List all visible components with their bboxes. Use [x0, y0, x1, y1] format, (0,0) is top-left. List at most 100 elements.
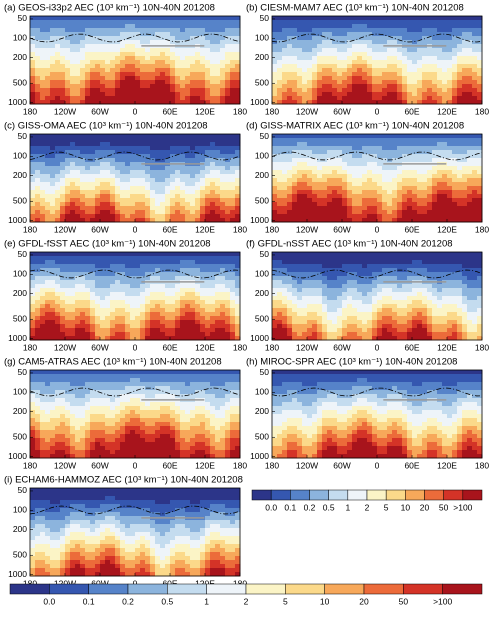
field-cell — [45, 84, 51, 89]
field-cell — [442, 32, 448, 37]
field-cell — [382, 28, 388, 33]
field-cell — [402, 72, 408, 77]
field-cell — [372, 134, 378, 139]
field-cell — [432, 52, 438, 57]
field-cell — [45, 288, 51, 293]
field-cell — [130, 28, 136, 33]
field-cell — [160, 256, 166, 261]
field-cell — [352, 134, 358, 139]
field-cell — [35, 166, 41, 171]
field-cell — [170, 300, 176, 305]
field-cell — [80, 48, 86, 53]
field-cell — [115, 52, 121, 57]
field-cell — [105, 64, 111, 69]
field-cell — [412, 72, 418, 77]
field-cell — [377, 162, 383, 167]
field-cell — [307, 300, 313, 305]
field-cell — [362, 202, 368, 207]
field-cell — [215, 214, 221, 219]
field-cell — [150, 320, 156, 325]
field-cell — [397, 92, 403, 97]
field-cell — [105, 24, 111, 29]
field-cell — [225, 210, 231, 215]
x-tick-label: 60E — [162, 106, 177, 116]
field-cell — [165, 16, 171, 21]
field-cell — [407, 76, 413, 81]
field-cell — [30, 16, 36, 21]
field-cell — [322, 218, 328, 223]
field-cell — [65, 40, 71, 45]
field-cell — [337, 158, 343, 163]
field-cell — [220, 252, 226, 257]
field-cell — [467, 40, 473, 45]
field-cell — [155, 276, 161, 281]
field-cell — [30, 32, 36, 37]
field-cell — [100, 88, 106, 93]
field-cell — [185, 272, 191, 277]
field-cell — [65, 28, 71, 33]
field-cell — [135, 36, 141, 41]
field-cell — [230, 40, 236, 45]
field-cell — [342, 68, 348, 73]
field-cell — [442, 36, 448, 41]
field-cell — [90, 280, 96, 285]
field-cell — [382, 218, 388, 223]
field-cell — [135, 150, 141, 155]
field-cell — [95, 48, 101, 53]
field-cell — [230, 272, 236, 277]
field-cell — [357, 72, 363, 77]
field-cell — [432, 186, 438, 191]
field-cell — [382, 24, 388, 29]
field-cell — [377, 174, 383, 179]
field-cell — [105, 88, 111, 93]
field-cell — [352, 96, 358, 101]
field-cell — [155, 60, 161, 65]
field-cell — [317, 284, 323, 289]
field-cell — [55, 174, 61, 179]
field-cell — [225, 68, 231, 73]
field-cell — [312, 252, 318, 257]
field-cell — [412, 92, 418, 97]
field-cell — [215, 158, 221, 163]
field-cell — [185, 198, 191, 203]
field-cell — [210, 190, 216, 195]
field-cell — [352, 146, 358, 151]
field-cell — [447, 72, 453, 77]
field-cell — [292, 268, 298, 273]
field-cell — [220, 134, 226, 139]
field-cell — [210, 316, 216, 321]
field-cell — [417, 214, 423, 219]
field-cell — [100, 304, 106, 309]
field-cell — [185, 186, 191, 191]
field-cell — [432, 68, 438, 73]
field-cell — [337, 170, 343, 175]
field-cell — [80, 296, 86, 301]
field-cell — [210, 40, 216, 45]
field-cell — [55, 48, 61, 53]
field-cell — [75, 92, 81, 97]
field-cell — [377, 194, 383, 199]
field-cell — [90, 100, 96, 105]
field-cell — [30, 56, 36, 61]
field-cell — [220, 296, 226, 301]
field-cell — [467, 76, 473, 81]
field-cell — [377, 60, 383, 65]
field-cell — [195, 198, 201, 203]
field-cell — [432, 210, 438, 215]
field-cell — [220, 76, 226, 81]
field-cell — [367, 20, 373, 25]
field-cell — [452, 48, 458, 53]
tropopause-line — [29, 33, 241, 43]
field-cell — [307, 336, 313, 341]
field-cell — [140, 80, 146, 85]
field-cell — [160, 28, 166, 33]
field-cell — [292, 80, 298, 85]
field-cell — [327, 178, 333, 183]
field-cell — [175, 296, 181, 301]
field-cell — [392, 194, 398, 199]
field-cell — [55, 316, 61, 321]
field-cell — [312, 178, 318, 183]
field-cell — [180, 64, 186, 69]
field-cell — [392, 76, 398, 81]
field-cell — [417, 174, 423, 179]
